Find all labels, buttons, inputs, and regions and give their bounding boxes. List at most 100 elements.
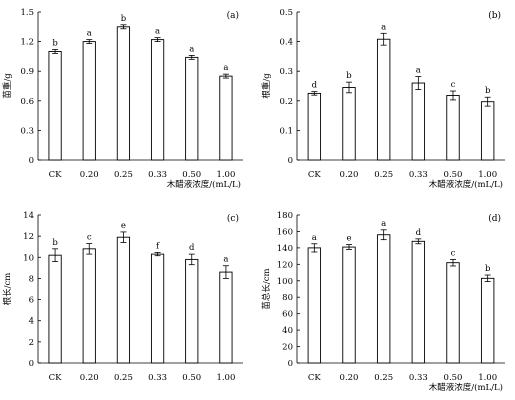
bar [150, 253, 165, 364]
x-tick-label: 0.25 [374, 373, 393, 383]
y-tick-label: 2 [29, 338, 34, 348]
bar [376, 234, 391, 364]
y-axis-label: 苗总长/cm [261, 268, 272, 309]
y-tick-label: 4 [29, 317, 34, 327]
significance-label: c [451, 248, 456, 258]
significance-label: f [156, 242, 160, 252]
significance-label: a [381, 22, 386, 32]
significance-label: c [87, 233, 92, 243]
y-tick-label: 12 [23, 232, 34, 242]
bar [411, 240, 426, 364]
bar [116, 26, 131, 161]
y-tick-label: 1.5 [20, 8, 34, 18]
significance-label: a [381, 219, 386, 229]
x-tick-label: 0.33 [409, 170, 428, 180]
y-tick-label: 100 [277, 277, 293, 287]
panel-label: (b) [488, 10, 501, 21]
x-tick-label: CK [49, 170, 63, 180]
x-tick-label: 0.20 [80, 373, 99, 383]
significance-label: c [451, 80, 456, 90]
y-tick-label: 80 [282, 293, 293, 303]
x-tick-label: 0.20 [340, 373, 359, 383]
y-tick-label: 0 [288, 359, 293, 369]
x-tick-label: 0.50 [182, 170, 201, 180]
significance-label: e [346, 234, 351, 244]
y-tick-label: 0 [29, 359, 34, 369]
significance-label: b [485, 264, 491, 274]
significance-label: a [189, 44, 194, 54]
x-axis-label: 木醋液浓度/(mL/L) [167, 179, 241, 190]
bar [376, 38, 391, 161]
y-tick-label: 6 [29, 296, 34, 306]
significance-label: b [346, 71, 352, 81]
panel-label: (c) [227, 213, 239, 224]
y-tick-label: 180 [277, 211, 293, 221]
y-tick-label: 0.6 [20, 97, 34, 107]
x-tick-label: 0.25 [114, 373, 133, 383]
panel-label: (a) [227, 10, 239, 21]
y-axis-label: 根长/cm [2, 273, 13, 306]
bar [219, 75, 233, 161]
y-tick-label: 0.1 [279, 126, 293, 136]
significance-label: d [189, 243, 195, 253]
y-tick-label: 10 [23, 253, 34, 263]
y-tick-label: 120 [277, 260, 293, 270]
significance-label: b [52, 38, 58, 48]
chart-panel-3: 0 2 4 6 8 10 12 14 根长/cm (c) b CK c 0.20 e 0.25 f 0.33 d 0.… [2, 211, 243, 383]
bar [116, 236, 131, 364]
y-tick-label: 160 [277, 227, 293, 237]
significance-label: d [312, 81, 318, 91]
bar [480, 101, 495, 161]
y-tick-label: 8 [29, 274, 34, 284]
y-tick-label: 0 [29, 156, 34, 166]
panel-label: (d) [488, 213, 501, 224]
y-tick-label: 0.4 [279, 38, 293, 48]
x-tick-label: CK [308, 373, 322, 383]
bar [342, 246, 356, 364]
bar [82, 41, 96, 161]
y-tick-label: 0.5 [279, 8, 293, 18]
y-tick-label: 20 [282, 343, 293, 353]
chart-panel-4: 0 20 40 60 80 100 120 140 160 180 苗总长/cm (d) a CK e 0.2… [261, 211, 505, 393]
bar [185, 56, 199, 161]
x-tick-label: 0.25 [114, 170, 133, 180]
significance-label: a [87, 29, 92, 39]
y-tick-label: 140 [277, 244, 293, 254]
significance-label: a [312, 233, 317, 243]
y-tick-label: 60 [282, 310, 293, 320]
bar [185, 258, 199, 364]
x-tick-label: 0.33 [148, 170, 167, 180]
y-tick-label: 40 [282, 326, 293, 336]
bar [480, 277, 495, 364]
significance-label: a [223, 63, 228, 73]
significance-label: b [121, 14, 127, 24]
bar [219, 271, 233, 364]
x-tick-label: 1.00 [478, 373, 497, 383]
x-tick-label: 1.00 [478, 170, 497, 180]
significance-label: d [416, 228, 422, 238]
y-tick-label: 0.2 [279, 97, 293, 107]
x-tick-label: 1.00 [216, 373, 235, 383]
x-tick-label: 0.33 [148, 373, 167, 383]
x-tick-label: 0.50 [444, 373, 463, 383]
bar [446, 95, 460, 161]
bar [307, 247, 322, 364]
bar [411, 82, 426, 161]
significance-label: a [223, 255, 228, 265]
x-axis-label: 木醋液浓度/(mL/L) [429, 179, 503, 190]
x-tick-label: 0.20 [340, 170, 359, 180]
bar [82, 248, 96, 364]
x-axis-label: 木醋液浓度/(mL/L) [429, 382, 503, 393]
x-tick-label: 0.20 [80, 170, 99, 180]
significance-label: e [121, 221, 126, 231]
x-tick-label: CK [308, 170, 322, 180]
y-tick-label: 1.2 [20, 38, 34, 48]
y-tick-label: 0 [288, 156, 293, 166]
significance-label: a [155, 27, 160, 37]
significance-label: a [416, 66, 421, 76]
x-tick-label: CK [49, 373, 63, 383]
bar [446, 262, 460, 364]
x-tick-label: 0.50 [444, 170, 463, 180]
y-tick-label: 0.3 [20, 126, 34, 136]
